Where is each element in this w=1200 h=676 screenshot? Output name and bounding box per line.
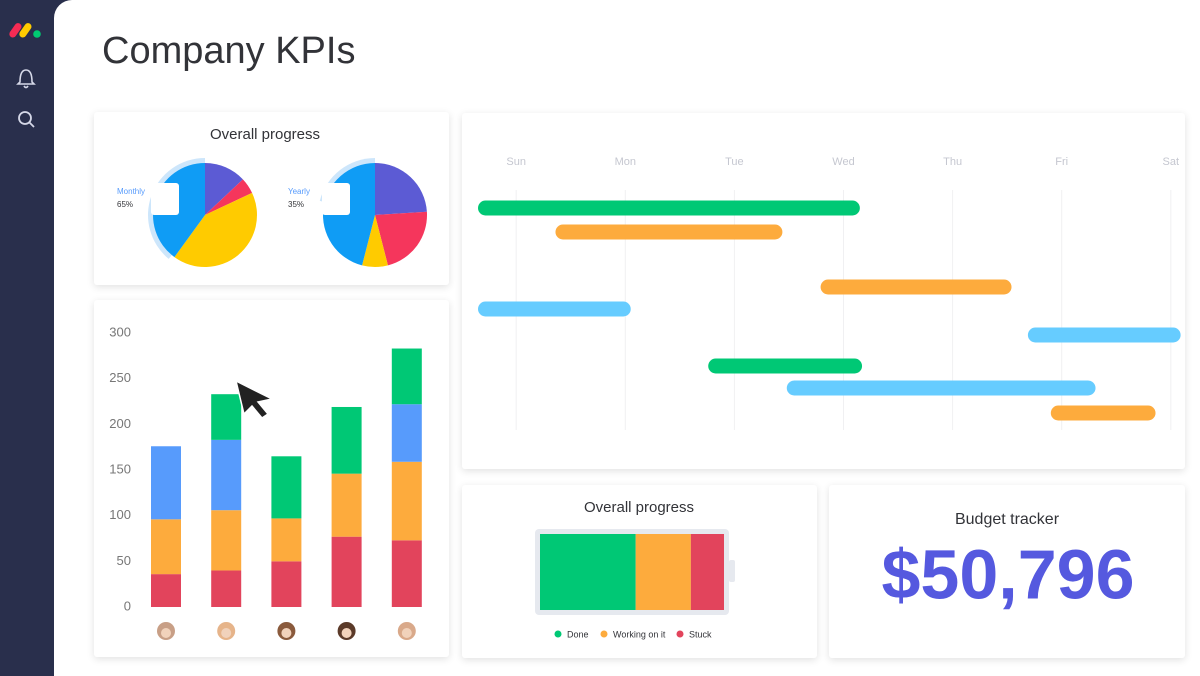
y-tick-label: 300 (109, 324, 131, 339)
x-tick-label: Thu (943, 156, 962, 168)
legend-label: Done (567, 629, 589, 639)
gantt-bar (786, 380, 1096, 396)
legend-dot (554, 630, 562, 638)
gantt-bar (708, 358, 863, 374)
x-tick-label: Sun (506, 156, 526, 168)
search-icon[interactable] (18, 111, 35, 128)
bar-segment (391, 348, 422, 405)
battery-segment (540, 534, 636, 610)
logo[interactable] (8, 22, 41, 39)
gantt-bar (820, 279, 1012, 295)
pie-slice (205, 163, 243, 215)
bell-icon[interactable] (16, 69, 36, 89)
gantt-bar (1050, 405, 1156, 421)
pie-slice (174, 192, 257, 268)
pie-summary: 35% (288, 200, 304, 209)
budget-amount: $50,796 (881, 535, 1134, 613)
bar-segment (331, 473, 362, 537)
logo-part (19, 23, 32, 38)
avatar-face (281, 628, 292, 638)
gantt-bar (555, 224, 783, 240)
budget-card (829, 485, 1185, 658)
bar-segment (151, 574, 181, 607)
bar-segment (211, 570, 242, 607)
bar-segment (331, 406, 362, 474)
logo-part (9, 23, 22, 38)
bar-segment (151, 446, 181, 520)
pie-name: Yearly (288, 187, 310, 196)
cursor (234, 379, 275, 419)
battery-segment (635, 534, 691, 610)
label-box (322, 183, 350, 215)
x-tick-label: Tue (725, 156, 744, 168)
avatar-face (221, 628, 232, 638)
avatar-face (401, 628, 412, 638)
battery-segment (690, 534, 724, 610)
bar-segment (271, 561, 302, 607)
card-title: Budget tracker (955, 511, 1060, 528)
y-tick-label: 150 (109, 461, 131, 476)
legend-label: Stuck (689, 629, 712, 639)
x-tick-label: Mon (615, 156, 636, 168)
pie-name: Monthly (117, 187, 145, 196)
page-title: Company KPIs (102, 30, 355, 72)
bar-segment (211, 510, 242, 571)
avatar-face (161, 628, 171, 638)
y-tick-label: 100 (109, 507, 131, 522)
y-tick-label: 200 (109, 416, 131, 431)
bar-segment (391, 404, 422, 462)
bar-segment (331, 536, 362, 607)
sidebar-icons (8, 22, 41, 128)
bar-segment (211, 439, 242, 511)
y-tick-label: 0 (124, 598, 131, 613)
gantt-bar (478, 301, 631, 317)
bar-segment (271, 518, 302, 562)
bar-segment (151, 519, 181, 575)
card-title: Overall progress (210, 126, 320, 143)
legend-dot (676, 630, 684, 638)
bar-segment (271, 456, 302, 519)
x-tick-label: Wed (832, 156, 854, 168)
bar-segment (391, 540, 422, 607)
bar-segment (211, 394, 242, 440)
label-box (151, 183, 179, 215)
x-tick-label: Sat (1163, 156, 1180, 168)
sidebar (0, 0, 54, 676)
gantt-bar (478, 200, 860, 216)
legend-label: Working on it (613, 629, 666, 639)
gantt-bar (1027, 327, 1181, 343)
battery-knob (729, 560, 735, 582)
pie-slice (362, 215, 388, 267)
y-tick-label: 50 (117, 553, 131, 568)
bar-segment (391, 461, 422, 541)
x-tick-label: Fri (1055, 156, 1068, 168)
pie-slice (205, 179, 253, 215)
y-tick-label: 250 (109, 370, 131, 385)
legend-dot (600, 630, 608, 638)
card-title: Overall progress (584, 499, 694, 516)
avatar-face (341, 628, 352, 638)
pie-slice (375, 163, 427, 215)
pie-summary: 65% (117, 200, 133, 209)
logo-part (33, 30, 41, 38)
pie-slice (375, 211, 427, 266)
